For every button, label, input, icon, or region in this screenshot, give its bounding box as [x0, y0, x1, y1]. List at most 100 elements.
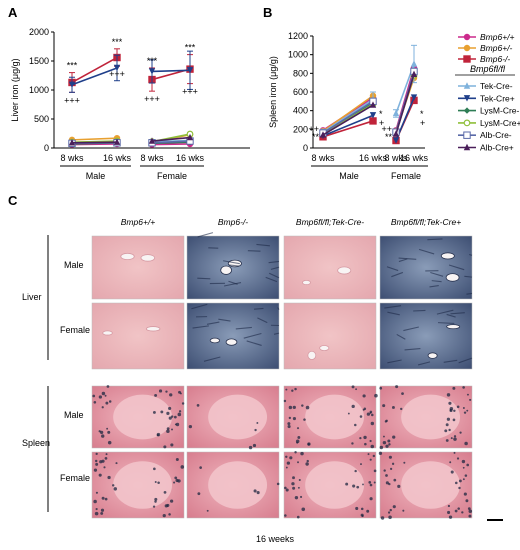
- histology-tile: [186, 451, 280, 519]
- iron-deposit: [447, 510, 451, 514]
- histology-tile: [186, 385, 280, 450]
- histology-column-header: Bmp6+/+: [121, 217, 156, 227]
- significance-label: ++: [308, 124, 319, 134]
- iron-stain-streak: [192, 325, 209, 329]
- iron-stain-streak: [191, 303, 208, 310]
- white-pulp: [208, 461, 268, 509]
- iron-deposit: [154, 393, 158, 397]
- iron-deposit: [448, 515, 453, 519]
- iron-stain-streak: [253, 307, 264, 310]
- iron-stain-streak: [243, 332, 262, 339]
- iron-deposit: [252, 443, 257, 448]
- iron-deposit: [391, 405, 395, 409]
- group-label: Female: [391, 171, 421, 181]
- iron-deposit: [305, 462, 309, 466]
- iron-deposit: [456, 457, 460, 460]
- legend-item: LysM-Cre-: [480, 106, 520, 116]
- significance-label: ***: [67, 61, 78, 71]
- iron-deposit: [356, 485, 360, 489]
- iron-deposit: [446, 393, 451, 397]
- vessel-lumen: [445, 273, 460, 282]
- sex-label-liver-female: Female: [60, 325, 90, 335]
- iron-deposit: [178, 410, 182, 413]
- data-point: [410, 70, 418, 77]
- significance-label: ***: [147, 56, 158, 66]
- data-point: [369, 117, 377, 125]
- white-pulp: [305, 394, 365, 440]
- iron-deposit: [373, 481, 376, 484]
- iron-stain-streak: [387, 359, 402, 364]
- x-tick-label: 8 wks: [140, 153, 164, 163]
- iron-deposit: [95, 491, 98, 494]
- iron-deposit: [107, 475, 111, 480]
- vessel-lumen: [102, 330, 113, 336]
- iron-deposit: [359, 437, 362, 440]
- histology-panel: Bmp6+/+ Bmp6-/- Bmp6fl/fl;Tek-Cre- Bmp6fl/f…: [22, 217, 503, 544]
- iron-deposit: [100, 508, 105, 512]
- iron-deposit: [276, 482, 280, 486]
- iron-deposit: [206, 509, 209, 512]
- iron-stain-streak: [427, 238, 443, 241]
- iron-deposit: [156, 432, 161, 437]
- y-tick-label: 0: [303, 143, 308, 153]
- iron-stain-streak: [203, 356, 221, 362]
- histology-tile: [186, 302, 280, 370]
- iron-deposit: [297, 486, 300, 489]
- iron-deposit: [95, 507, 98, 511]
- series-line: [322, 114, 374, 137]
- series-Tek-Cre-: [319, 44, 418, 136]
- iron-deposit: [285, 455, 288, 458]
- vessel-lumen: [145, 326, 161, 332]
- iron-deposit: [152, 505, 156, 508]
- white-pulp: [401, 461, 461, 509]
- iron-deposit: [444, 429, 448, 433]
- iron-deposit: [168, 406, 172, 411]
- y-tick-label: 1000: [288, 50, 308, 60]
- iron-deposit: [98, 395, 103, 399]
- iron-deposit: [467, 507, 471, 511]
- iron-deposit: [385, 474, 388, 477]
- y-tick-label: 1500: [29, 56, 49, 66]
- histology-tile: [91, 235, 185, 300]
- vessel-lumen: [209, 337, 221, 344]
- iron-stain-streak: [431, 280, 442, 283]
- iron-stain-streak: [247, 250, 261, 252]
- group-label: Male: [339, 171, 359, 181]
- histology-tile: [379, 235, 473, 300]
- white-pulp: [113, 461, 173, 509]
- significance-label: *: [420, 109, 424, 119]
- iron-deposit: [397, 484, 401, 488]
- vessel-lumen: [446, 324, 461, 330]
- iron-deposit: [288, 416, 292, 420]
- vessel-lumen: [307, 350, 317, 360]
- x-tick-label: 8 wks: [60, 153, 84, 163]
- x-tick-label: 8 wks: [384, 153, 408, 163]
- liver-iron-ylabel: Liver iron (μg/g): [10, 58, 20, 121]
- iron-deposit: [95, 452, 98, 456]
- iron-deposit: [369, 439, 372, 443]
- iron-deposit: [449, 406, 454, 411]
- iron-deposit: [175, 457, 179, 461]
- y-tick-label: 800: [293, 68, 308, 78]
- iron-deposit: [181, 402, 185, 405]
- iron-deposit: [173, 415, 177, 419]
- iron-deposit: [103, 466, 106, 469]
- iron-deposit: [92, 394, 96, 398]
- iron-stain-streak: [466, 292, 473, 295]
- iron-deposit: [354, 423, 357, 427]
- iron-deposit: [285, 488, 289, 492]
- iron-deposit: [106, 427, 109, 430]
- iron-deposit: [370, 421, 375, 426]
- series-Alb-Cre+: [68, 133, 194, 146]
- series-line: [322, 120, 374, 138]
- significance-label: +++: [144, 94, 160, 104]
- series-line: [151, 136, 191, 142]
- iron-deposit: [294, 387, 297, 391]
- iron-stain-streak: [450, 312, 465, 315]
- vessel-lumen: [120, 252, 135, 261]
- iron-deposit: [289, 456, 293, 460]
- iron-deposit: [462, 407, 465, 409]
- series-line: [71, 56, 118, 84]
- iron-deposit: [288, 405, 293, 410]
- y-tick-label: 400: [293, 106, 308, 116]
